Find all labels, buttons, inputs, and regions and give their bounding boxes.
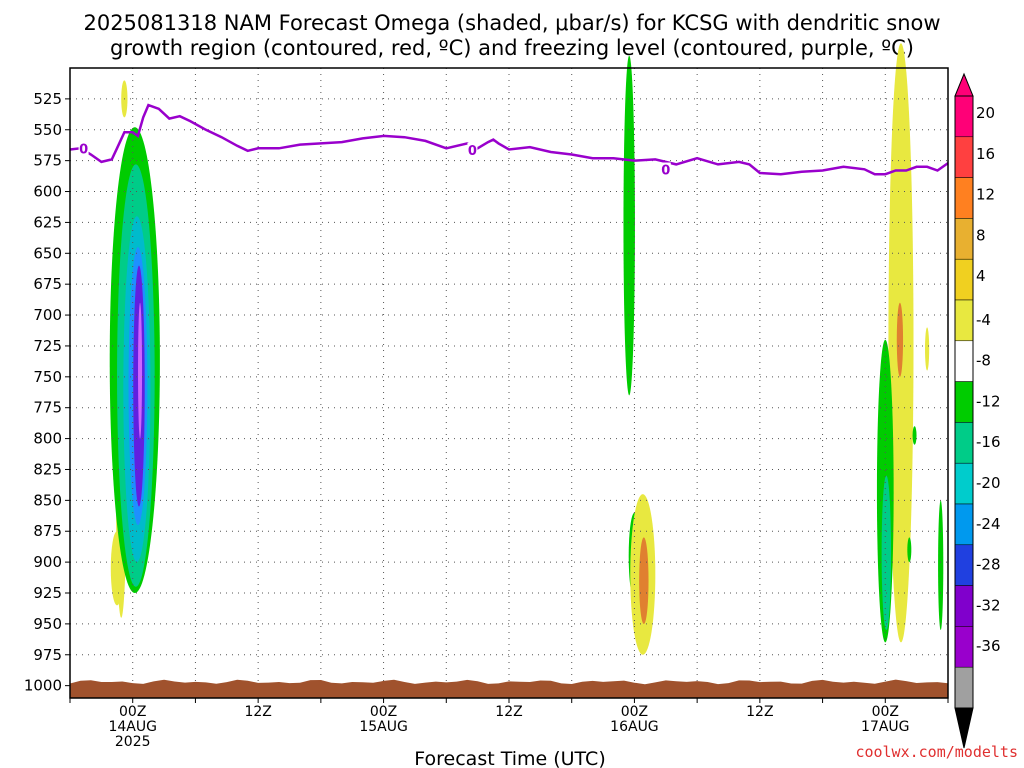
- y-tick-label-925: 925: [33, 584, 62, 602]
- colorbar-label-3: 8: [976, 226, 986, 244]
- colorbar-segment-6: [954, 340, 974, 382]
- y-tick-label-800: 800: [33, 430, 62, 448]
- freezing-label-bg-2: [660, 162, 671, 177]
- y-tick-label-900: 900: [33, 553, 62, 571]
- y-tick-label-700: 700: [33, 306, 62, 324]
- colorbar-segment-3: [954, 218, 974, 260]
- colorbar-label-11: -28: [976, 556, 1001, 574]
- freezing-label-1: 0: [468, 144, 477, 159]
- omega-region-16: [881, 475, 892, 631]
- colorbar-segment-1: [954, 136, 974, 178]
- y-tick-label-875: 875: [33, 522, 62, 540]
- y-tick-label-550: 550: [33, 121, 62, 139]
- colorbar-segment-8: [954, 422, 974, 464]
- omega-region-20: [907, 537, 912, 563]
- colorbar-label-2: 12: [976, 186, 995, 204]
- omega-region-14: [896, 302, 904, 377]
- colorbar-label-7: -12: [976, 392, 1001, 410]
- y-tick-label-650: 650: [33, 244, 62, 262]
- colorbar-label-5: -4: [976, 311, 991, 329]
- colorbar-label-6: -8: [976, 352, 991, 370]
- colorbar-segment-9: [954, 462, 974, 505]
- y-tick-label-950: 950: [33, 615, 62, 633]
- x-tick-label-0-1: 14AUG: [108, 719, 157, 735]
- x-tick-label-0-0: 00Z: [119, 704, 146, 720]
- colorbar-segment-4: [954, 258, 974, 301]
- x-tick-label-24-1: 15AUG: [359, 719, 408, 735]
- colorbar-segment-7: [954, 381, 974, 423]
- x-tick-label-48-0: 00Z: [621, 704, 648, 720]
- colorbar-segment-5: [954, 299, 974, 342]
- colorbar-label-9: -20: [976, 474, 1001, 492]
- plot-area: 0 0 0 525 550 575 600 625 650 675 700 725 750 775 800 8…: [24, 43, 1001, 750]
- freezing-label-2: 0: [661, 164, 670, 179]
- chart-title-line-2: growth region (contoured, red, ºC) and f…: [110, 36, 914, 60]
- y-tick-label-775: 775: [33, 399, 62, 417]
- y-tick-label-825: 825: [33, 460, 62, 478]
- y-tick-label-975: 975: [33, 646, 62, 664]
- colorbar-segment-11: [954, 544, 974, 586]
- colorbar-label-10: -24: [976, 515, 1001, 533]
- omega-region-12: [639, 537, 649, 624]
- freezing-label-bg-1: [467, 142, 478, 157]
- colorbar-label-13: -36: [976, 637, 1001, 655]
- x-tick-label-60-0: 12Z: [746, 704, 773, 720]
- colorbar-top-arrow: [954, 72, 974, 97]
- x-tick-label-0-2: 2025: [115, 734, 151, 750]
- y-tick-label-725: 725: [33, 337, 62, 355]
- colorbar-segment-2: [954, 177, 974, 219]
- x-tick-label-72-1: 17AUG: [861, 719, 910, 735]
- plot-background: [70, 68, 948, 698]
- x-tick-label-24-0: 00Z: [370, 704, 397, 720]
- site-credit: coolwx.com/modelts: [855, 743, 1018, 761]
- x-tick-label-72-0: 00Z: [872, 704, 899, 720]
- omega-region-17: [925, 327, 930, 371]
- omega-region-9: [623, 55, 635, 396]
- colorbar-segment-14: [954, 666, 974, 709]
- colorbar-label-12: -32: [976, 596, 1001, 614]
- y-tick-label-525: 525: [33, 90, 62, 108]
- colorbar-segment-10: [954, 503, 974, 546]
- colorbar-label-4: 4: [976, 267, 986, 285]
- colorbar-segment-13: [954, 626, 974, 668]
- colorbar-label-8: -16: [976, 433, 1001, 451]
- colorbar-segment-12: [954, 585, 974, 627]
- y-tick-label-625: 625: [33, 213, 62, 231]
- y-tick-label-850: 850: [33, 491, 62, 509]
- x-tick-label-48-1: 16AUG: [610, 719, 659, 735]
- y-tick-label-1000: 1000: [24, 677, 62, 695]
- y-tick-label-750: 750: [33, 368, 62, 386]
- y-tick-label-600: 600: [33, 183, 62, 201]
- colorbar-frame: [954, 95, 974, 709]
- omega-region-8: [138, 302, 143, 439]
- y-tick-label-575: 575: [33, 152, 62, 170]
- terrain-fill: [70, 679, 948, 698]
- x-axis-title: Forecast Time (UTC): [414, 748, 605, 768]
- freezing-label-0: 0: [79, 143, 88, 158]
- y-tick-label-675: 675: [33, 275, 62, 293]
- colorbar-bottom-arrow: [954, 707, 974, 749]
- freezing-level-line: [69, 103, 949, 176]
- colorbar-label-0: 20: [976, 104, 995, 122]
- colorbar-label-1: 16: [976, 145, 995, 163]
- omega-region-18: [912, 426, 917, 445]
- x-tick-label-36-0: 12Z: [495, 704, 522, 720]
- freezing-label-bg-0: [78, 141, 89, 156]
- x-tick-label-12-0: 12Z: [244, 704, 271, 720]
- colorbar-segment-0: [954, 95, 974, 138]
- omega-region-19: [938, 500, 944, 631]
- chart-title-line-1: 2025081318 NAM Forecast Omega (shaded, μ…: [83, 11, 940, 35]
